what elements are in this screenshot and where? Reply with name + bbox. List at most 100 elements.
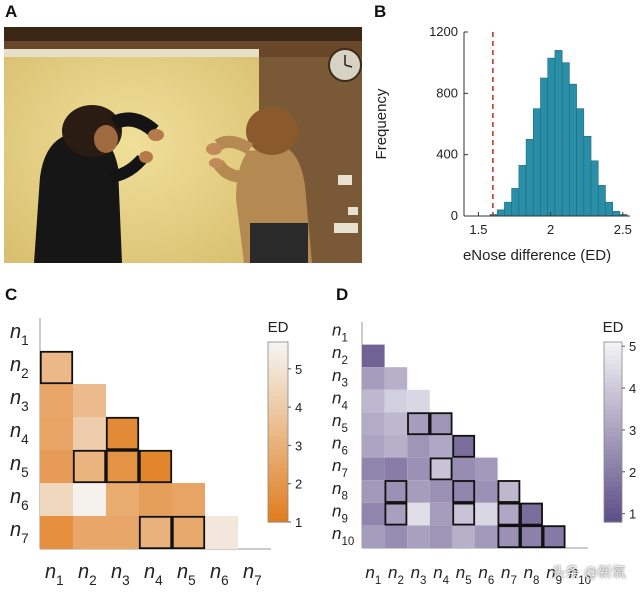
colorbar-segment: [604, 373, 622, 379]
significant-cell-outline: [39, 350, 74, 385]
heatmap-cell: [475, 480, 498, 503]
colorbar-segment: [604, 360, 622, 366]
colorbar-segment: [604, 513, 622, 519]
y-tick-label: 400: [436, 147, 458, 162]
panel-label-a: A: [5, 2, 18, 21]
colorbar-segment: [604, 382, 622, 388]
significant-cell-outline: [520, 502, 543, 526]
colorbar-segment: [268, 499, 288, 505]
colorbar-segment: [268, 432, 288, 438]
significant-cell-outline: [429, 412, 453, 436]
row-label: n1: [10, 321, 29, 348]
heatmap-cell: [475, 525, 498, 548]
colorbar-segment: [268, 400, 288, 406]
colorbar-segment: [604, 463, 622, 469]
heatmap-cell: [407, 480, 430, 503]
heatmap-cell: [172, 516, 205, 549]
colorbar-segment: [268, 481, 288, 487]
colorbar-segment: [268, 477, 288, 483]
heatmap-cell: [139, 450, 172, 483]
heatmap-cell: [73, 483, 106, 516]
histogram-bar: [561, 62, 570, 217]
heatmap-cell: [497, 502, 521, 526]
row-label: n10: [332, 524, 354, 548]
histogram-chart: 1.5 2 2.5 0 400 800 1200 eNose difference (ED) F…: [373, 24, 632, 264]
significant-cell-outline: [497, 502, 521, 526]
histogram-bar: [597, 185, 606, 217]
heatmap-cell: [384, 457, 408, 481]
heatmap-cell: [362, 457, 385, 481]
y-tick-label: 1200: [429, 24, 458, 39]
significant-cell-outline: [429, 457, 453, 481]
colorbar-segment: [604, 441, 622, 447]
colorbar-segment: [604, 405, 622, 411]
colorbar-segment: [604, 468, 622, 474]
heatmap-cell: [205, 516, 238, 549]
row-label: n5: [10, 453, 29, 480]
column-label: n4: [144, 561, 163, 588]
colorbar-segment: [604, 477, 622, 483]
heatmap-cell: [73, 450, 106, 483]
heatmap-cell: [384, 412, 408, 435]
heatmap-cell: [384, 480, 408, 503]
histogram-bar: [547, 57, 556, 217]
heatmap-cell: [429, 502, 453, 526]
heatmap-cell: [40, 450, 73, 483]
row-label: n2: [10, 354, 29, 381]
colorbar-segment: [604, 409, 622, 415]
significant-cell-outline: [384, 480, 408, 503]
column-label: n9: [546, 563, 562, 587]
heatmap-cell: [362, 525, 385, 548]
heatmap-cell: [497, 525, 521, 548]
colorbar-frame: [603, 341, 623, 523]
significant-cell-outline: [384, 502, 408, 526]
heatmap-cell: [40, 384, 73, 417]
row-label: n3: [10, 387, 29, 414]
heatmap-cell: [40, 516, 73, 549]
x-tick-label: 1.5: [469, 222, 487, 237]
histogram-bar: [504, 201, 512, 217]
column-label: n1: [365, 563, 381, 587]
colorbar-segment: [604, 396, 622, 402]
heatmap-cell: [106, 483, 139, 516]
heatmap-cell: [452, 457, 475, 481]
y-axis-label: Frequency: [373, 88, 390, 159]
colorbar-tick-label: 2: [295, 477, 302, 492]
heatmap-cell: [40, 351, 73, 384]
histogram-bar: [612, 211, 621, 217]
heatmap-cell: [407, 389, 430, 413]
colorbar-segment: [268, 405, 288, 411]
significant-cell-outline: [542, 525, 566, 549]
colorbar-segment: [268, 396, 288, 402]
column-label: n2: [78, 561, 97, 588]
column-label: n6: [478, 563, 494, 587]
colorbar-tick-label: 5: [629, 339, 636, 354]
colorbar-tick-label: 1: [629, 507, 636, 522]
colorbar-segment: [604, 486, 622, 492]
heatmap-cell: [452, 502, 475, 526]
colorbar-segment: [268, 468, 288, 474]
significant-cell-outline: [407, 412, 430, 436]
colorbar-segment: [268, 513, 288, 519]
row-label: n7: [332, 456, 348, 480]
colorbar-segment: [604, 432, 622, 438]
colorbar-segment: [268, 364, 288, 370]
histogram-bar: [511, 188, 520, 217]
colorbar-segment: [268, 378, 288, 384]
significant-cell-outline: [452, 434, 476, 458]
colorbar-segment: [268, 387, 288, 393]
colorbar-segment: [268, 472, 288, 478]
colorbar-tick-label: 3: [295, 438, 302, 453]
heatmap-cell: [362, 412, 385, 435]
column-label: n2: [388, 563, 404, 587]
heatmap-cell: [429, 525, 453, 548]
colorbar-segment: [604, 387, 622, 393]
colorbar-segment: [268, 346, 288, 352]
colorbar-segment: [268, 450, 288, 456]
column-label: n10: [569, 563, 591, 587]
colorbar-segment: [604, 450, 622, 456]
heatmap-cell: [73, 417, 106, 450]
histogram-bar: [569, 83, 577, 217]
heatmap-cell: [407, 457, 430, 481]
